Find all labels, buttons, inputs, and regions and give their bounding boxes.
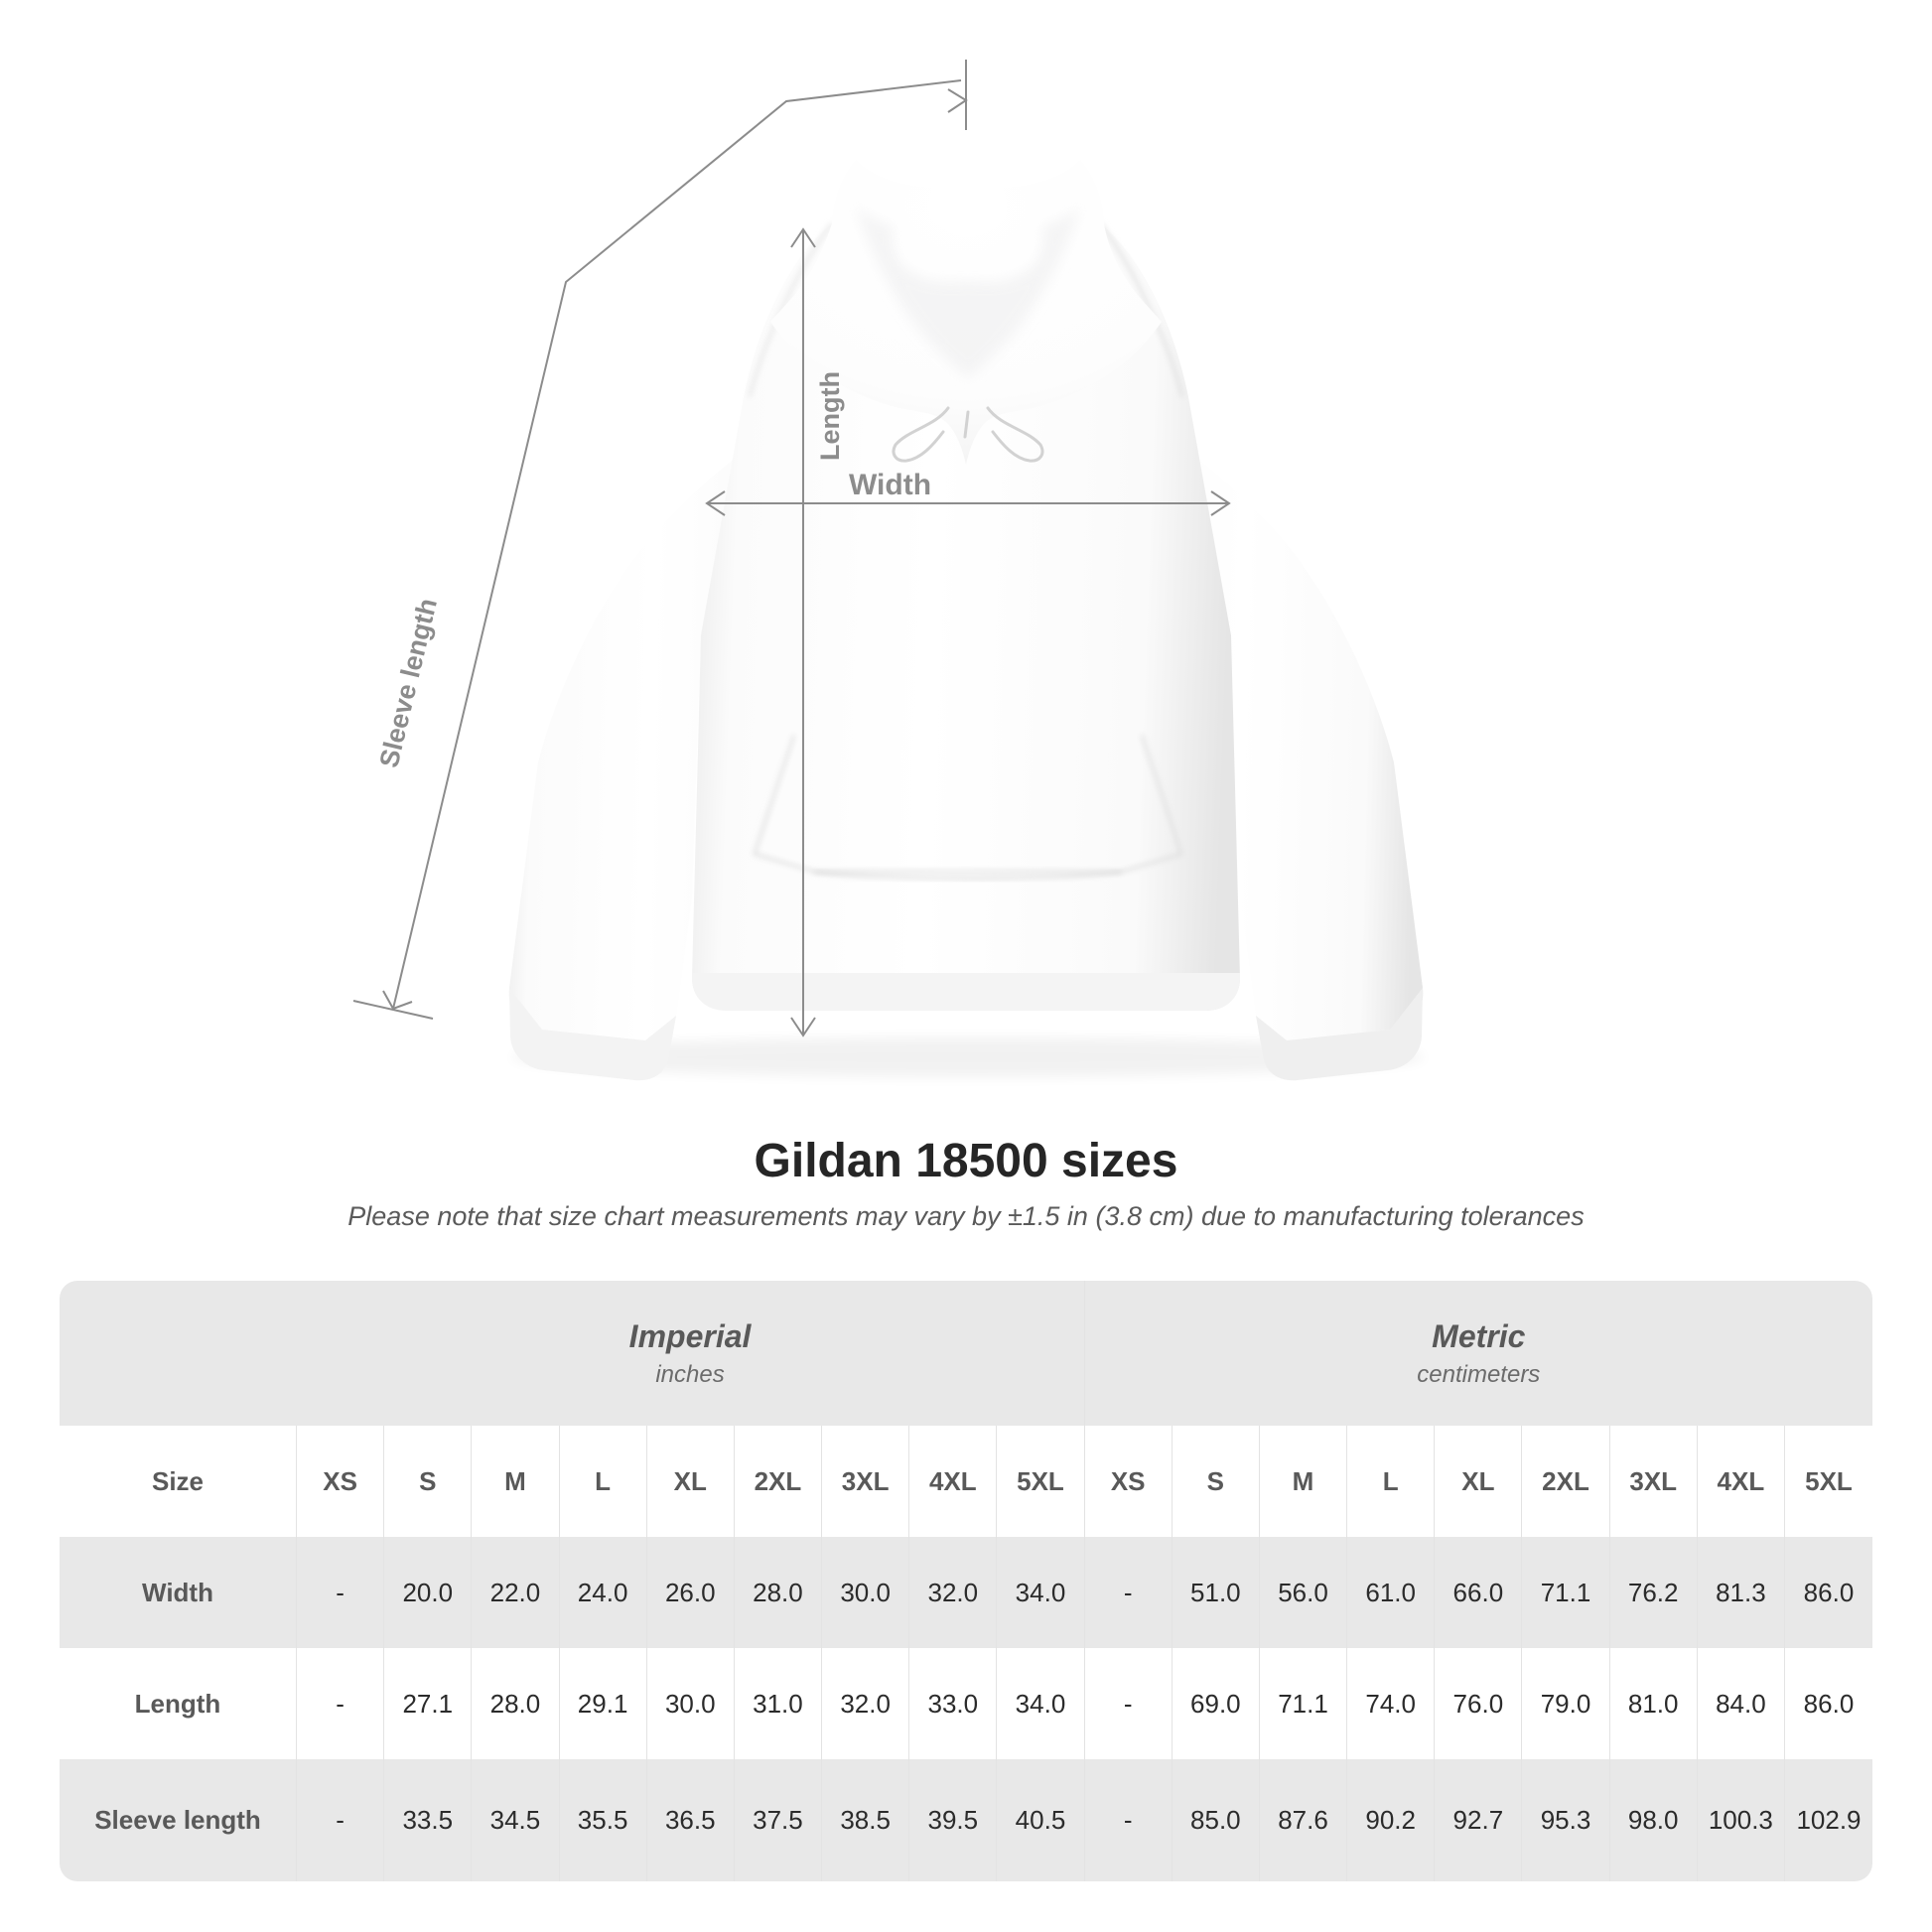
svg-text:Width: Width <box>849 469 931 501</box>
svg-text:Length: Length <box>815 371 845 461</box>
svg-text:Sleeve length: Sleeve length <box>373 596 443 770</box>
